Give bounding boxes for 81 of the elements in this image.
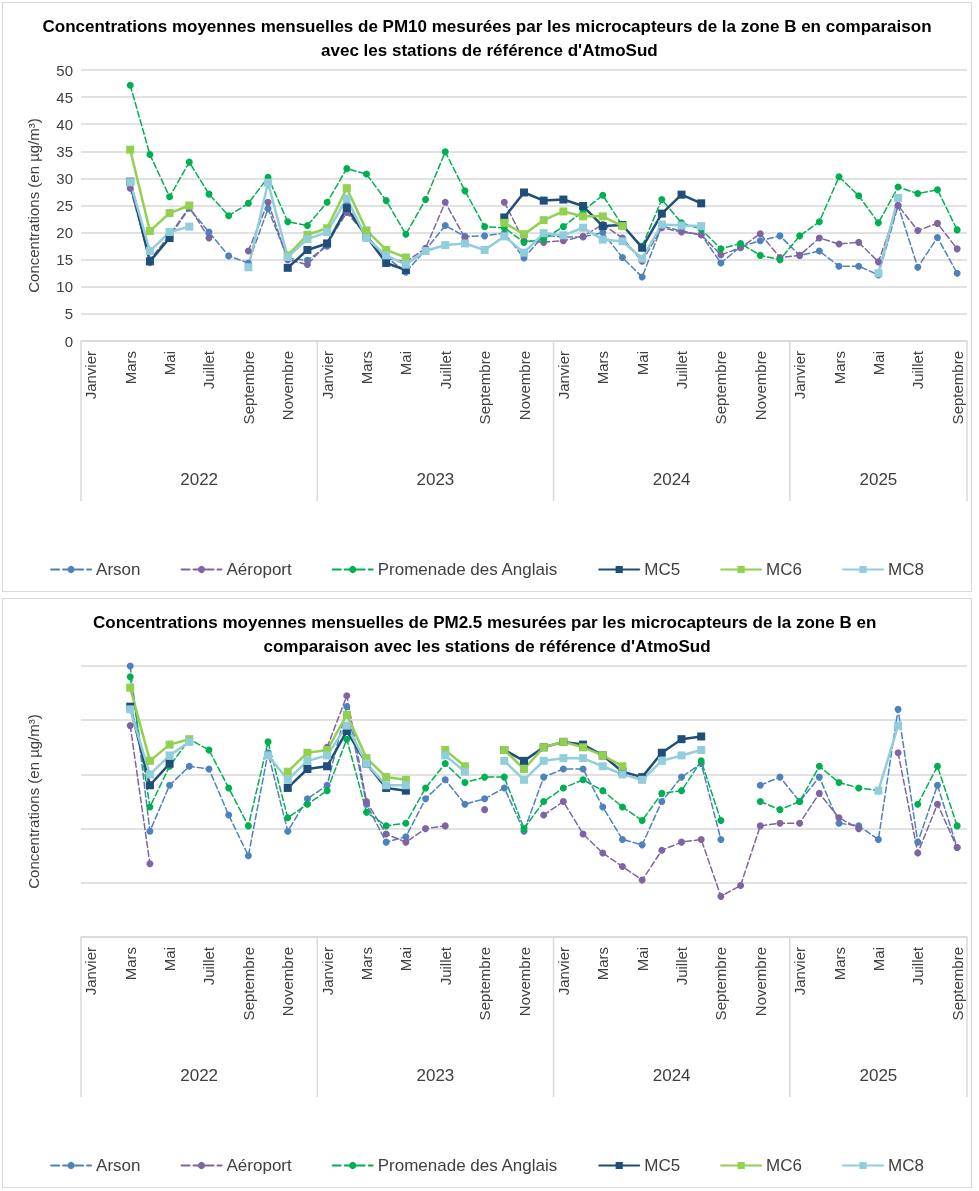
x-tick-label: Mai <box>633 947 651 972</box>
y-tick-label: 10 <box>56 278 73 296</box>
x-tick-label: Septembre <box>712 947 730 1021</box>
chart-title: Concentrations moyennes mensuelles de PM2.5 mesurées par les microcapteurs de la zone B en comparaison avec les stations de référence d'AtmoSud <box>93 612 881 656</box>
x-tick-label: Septembre <box>476 947 494 1021</box>
text: 2024 <box>652 469 691 489</box>
y-tick-label: 30 <box>56 169 73 187</box>
legend-label: MC6 <box>766 560 803 579</box>
x-tick-label: Mai <box>161 947 179 972</box>
x-tick-label: Mai <box>397 947 415 972</box>
x-tick-label: Mars <box>594 947 612 981</box>
x-tick-label: Mars <box>121 947 139 981</box>
y-tick-label: 0 <box>64 332 73 350</box>
x-tick-label: Juillet <box>909 350 927 390</box>
text: 2025 <box>859 469 898 489</box>
y-axis-title: Concentrations (en µg/m³) <box>25 118 42 293</box>
legend-label: MC8 <box>888 1156 924 1175</box>
x-tick-label: Septembre <box>239 947 257 1021</box>
x-tick-label: Novembre <box>751 351 769 421</box>
x-tick-label: Septembre <box>476 351 494 425</box>
x-tick-label: Janvier <box>82 947 100 996</box>
x-tick-label: Mars <box>594 351 612 385</box>
x-tick-label: Mars <box>830 947 848 981</box>
x-tick-label: Mai <box>869 351 887 376</box>
x-tick-label: Juillet <box>200 350 218 390</box>
x-tick-label: Mars <box>121 351 139 385</box>
x-tick-label: Mai <box>397 351 415 376</box>
text: 2022 <box>180 469 219 489</box>
x-tick-label: Novembre <box>751 947 769 1017</box>
x-tick-label: Mars <box>357 351 375 385</box>
x-tick-label: Juillet <box>200 946 218 986</box>
text: 2022 <box>180 1065 219 1085</box>
legend-label: Arson <box>96 560 141 579</box>
y-tick-label: 15 <box>56 251 73 269</box>
x-tick-label: Juillet <box>673 946 691 986</box>
y-tick-label: 35 <box>56 142 73 160</box>
y-tick-label: 20 <box>56 224 73 242</box>
legend-label: Aéroport <box>226 1156 292 1175</box>
x-tick-label: Septembre <box>239 351 257 425</box>
x-tick-label: Mai <box>161 351 179 376</box>
y-axis-title: Concentrations (en µg/m³) <box>25 714 42 889</box>
legend-label: MC6 <box>766 1156 803 1175</box>
legend-label: MC5 <box>644 1156 681 1175</box>
x-tick-label: Mars <box>357 947 375 981</box>
text: 2024 <box>652 1065 691 1085</box>
x-tick-label: Juillet <box>436 350 454 390</box>
x-tick-label: Novembre <box>279 351 297 421</box>
x-tick-label: Janvier <box>791 947 809 996</box>
x-tick-label: Juillet <box>909 946 927 986</box>
text: 2023 <box>416 469 455 489</box>
y-tick-label: 45 <box>56 88 73 106</box>
x-tick-label: Mai <box>633 351 651 376</box>
y-tick-label: 50 <box>56 61 73 79</box>
y-tick-label: 40 <box>56 115 73 133</box>
text: 2025 <box>859 1065 898 1085</box>
x-tick-label: Janvier <box>318 351 336 400</box>
legend-label: MC5 <box>644 560 681 579</box>
text: 2023 <box>416 1065 455 1085</box>
x-tick-label: Janvier <box>318 947 336 996</box>
legend-label: Arson <box>96 1156 141 1175</box>
x-tick-label: Mai <box>869 947 887 972</box>
x-tick-label: Mars <box>830 351 848 385</box>
legend-label: Promenade des Anglais <box>377 1156 558 1175</box>
x-tick-label: Janvier <box>791 351 809 400</box>
x-tick-label: Janvier <box>82 351 100 400</box>
legend-label: Promenade des Anglais <box>377 560 558 579</box>
x-tick-label: Septembre <box>712 351 730 425</box>
x-tick-label: Septembre <box>948 947 966 1021</box>
x-tick-label: Novembre <box>279 947 297 1017</box>
y-tick-label: 25 <box>56 197 73 214</box>
legend-label: MC8 <box>888 560 924 579</box>
x-tick-label: Janvier <box>554 351 572 400</box>
y-tick-label: 5 <box>64 305 73 323</box>
x-tick-label: Novembre <box>515 947 533 1017</box>
x-tick-label: Novembre <box>515 351 533 421</box>
x-tick-label: Juillet <box>673 350 691 390</box>
x-tick-label: Septembre <box>948 351 966 425</box>
x-tick-label: Juillet <box>436 946 454 986</box>
chart-title: Concentrations moyennes mensuelles de PM10 mesurées par les microcapteurs de la zone B en comparaison avec les stations de référence d'AtmoSud <box>42 16 932 60</box>
legend-label: Aéroport <box>226 560 292 579</box>
x-tick-label: Janvier <box>554 947 572 996</box>
